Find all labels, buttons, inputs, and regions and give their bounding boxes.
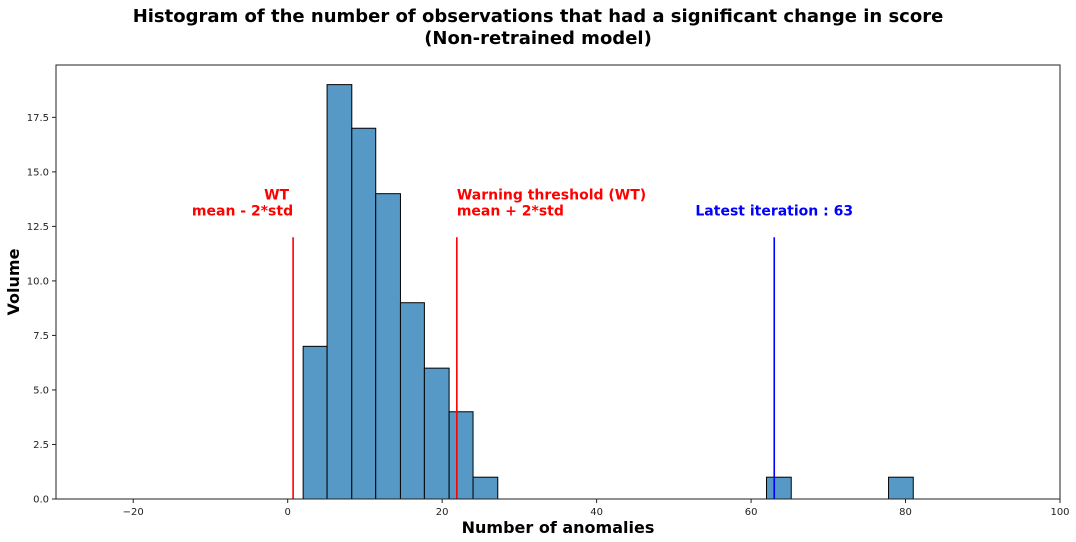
histogram-bar — [399, 302, 425, 500]
chart-title-line-1: Histogram of the number of observations … — [132, 6, 944, 27]
threshold-annotation: mean - 2*std — [192, 203, 293, 219]
y-tick-label: 15.0 — [27, 167, 49, 178]
x-tick-label: 80 — [899, 507, 912, 518]
y-tick-label: 10.0 — [27, 276, 49, 287]
threshold-annotation: WT — [264, 187, 289, 203]
histogram-bar — [448, 411, 474, 500]
x-axis-label: Number of anomalies — [462, 518, 655, 537]
threshold-annotation: Latest iteration : 63 — [695, 203, 853, 219]
chart-title: Histogram of the number of observations … — [0, 6, 1076, 50]
y-tick-label: 5.0 — [33, 385, 49, 396]
x-tick-label: −20 — [123, 507, 144, 518]
threshold-annotation: mean + 2*std — [457, 203, 564, 219]
histogram-bar — [375, 193, 401, 500]
y-tick-label: 7.5 — [33, 331, 49, 342]
x-tick-label: 40 — [590, 507, 603, 518]
x-tick-label: 20 — [436, 507, 449, 518]
histogram-bar — [302, 345, 328, 500]
histogram-bar — [351, 127, 377, 500]
y-tick-label: 17.5 — [27, 113, 49, 124]
x-tick-label: 0 — [285, 507, 291, 518]
histogram-bar — [326, 84, 353, 500]
histogram-bar — [472, 476, 499, 500]
y-axis-label: Volume — [4, 248, 23, 315]
y-tick-label: 0.0 — [33, 495, 49, 506]
x-tick-label: 100 — [1050, 507, 1069, 518]
bars-group — [302, 84, 914, 500]
x-tick-label: 60 — [745, 507, 758, 518]
plot-frame — [55, 64, 1061, 500]
histogram-bar — [766, 476, 792, 500]
histogram-bar — [423, 367, 450, 500]
y-tick-label: 12.5 — [27, 222, 49, 233]
x-ticks-group: −20 0 20 40 60 80 100 — [123, 499, 1070, 518]
threshold-annotation: Warning threshold (WT) — [457, 187, 646, 203]
chart-title-line-2: (Non-retrained model) — [424, 28, 652, 49]
histogram-bar — [888, 476, 914, 500]
y-tick-label: 2.5 — [33, 440, 49, 451]
y-ticks-group: 0.0 2.5 5.0 7.5 10.0 12.5 15.0 17.5 — [27, 113, 56, 506]
